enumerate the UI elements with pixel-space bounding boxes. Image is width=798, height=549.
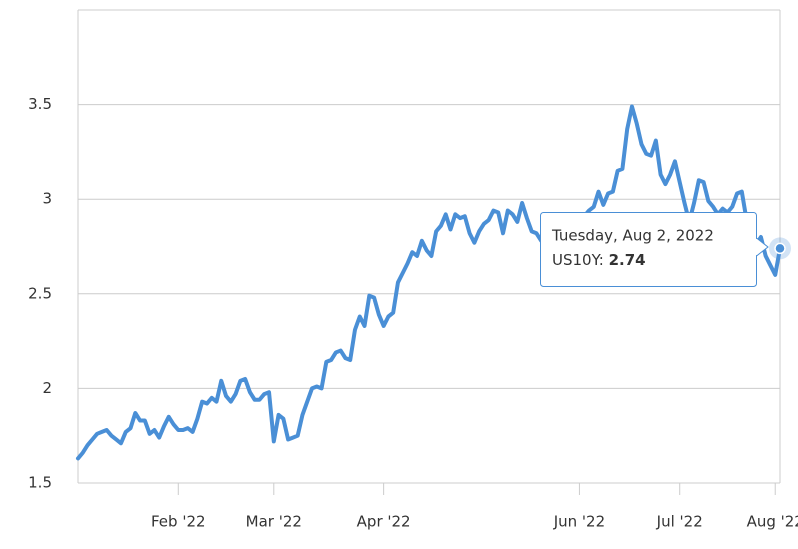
tooltip-cover [754,239,757,255]
x-tick-label: Aug '22 [747,513,798,531]
tooltip-pointer [756,237,769,257]
y-tick-label: 3.5 [28,95,52,113]
x-tick-label: Mar '22 [246,513,302,531]
series-name: US10Y [552,251,602,269]
x-tick-label: Feb '22 [151,513,206,531]
tooltip-value: US10Y: 2.74 [552,251,646,269]
y-tick-label: 2.5 [28,284,52,302]
value-label: 2.74 [609,251,646,269]
tooltip-date: Tuesday, Aug 2, 2022 [551,227,714,245]
y-tick-label: 1.5 [28,474,52,492]
y-tick-label: 2 [42,379,52,397]
x-tick-label: Jul '22 [656,513,703,531]
tooltip-box [540,212,757,287]
separator: : [599,251,609,269]
x-tick-label: Apr '22 [357,513,411,531]
tooltip: Tuesday, Aug 2, 2022 US10Y: 2.74 [540,212,769,287]
y-tick-label: 3 [42,190,52,208]
data-line [76,104,782,461]
x-tick-label: Jun '22 [553,513,605,531]
hover-point [774,242,786,255]
